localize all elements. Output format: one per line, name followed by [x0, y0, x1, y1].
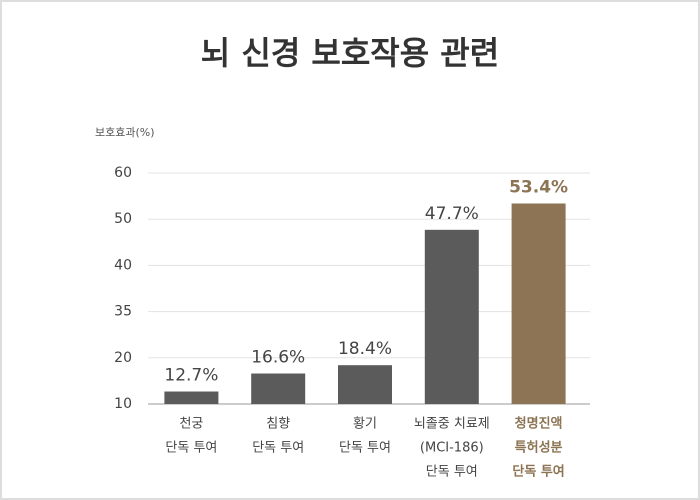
bar — [164, 391, 219, 404]
x-tick-label: 뇌졸중 치료제 — [414, 417, 490, 432]
value-label: 16.6% — [251, 348, 305, 368]
x-tick-label: 단독 투여 — [339, 441, 391, 456]
x-tick-label: 황기 — [353, 417, 377, 432]
value-label: 12.7% — [164, 366, 218, 386]
y-tick-label: 50 — [114, 211, 132, 227]
chart-title: 뇌 신경 보호작용 관련 — [201, 34, 499, 72]
x-tick-label: 단독 투여 — [512, 464, 564, 480]
value-label: 18.4% — [338, 339, 392, 359]
x-tick-label: 단독 투여 — [252, 441, 304, 456]
x-tick-label: (MCI-186) — [420, 441, 484, 456]
y-axis-label: 보호효과(%) — [95, 126, 155, 139]
x-tick-label: 단독 투여 — [165, 441, 217, 456]
value-label: 53.4% — [509, 177, 568, 197]
x-tick-label: 청명진액 — [515, 416, 563, 432]
bar — [251, 373, 306, 404]
x-tick-label: 침향 — [266, 417, 290, 432]
bar — [511, 203, 566, 404]
y-tick-label: 20 — [114, 350, 132, 366]
y-tick-label: 60 — [114, 165, 132, 181]
x-tick-label: 천궁 — [179, 417, 203, 432]
y-tick-label: 10 — [114, 396, 132, 412]
x-tick-label: 특허성분 — [515, 440, 563, 456]
x-tick-label: 단독 투여 — [426, 465, 478, 480]
y-tick-label: 35 — [114, 304, 132, 320]
value-label: 47.7% — [425, 204, 479, 224]
y-tick-label: 40 — [114, 257, 132, 273]
bar — [424, 229, 479, 404]
bar — [338, 365, 392, 404]
